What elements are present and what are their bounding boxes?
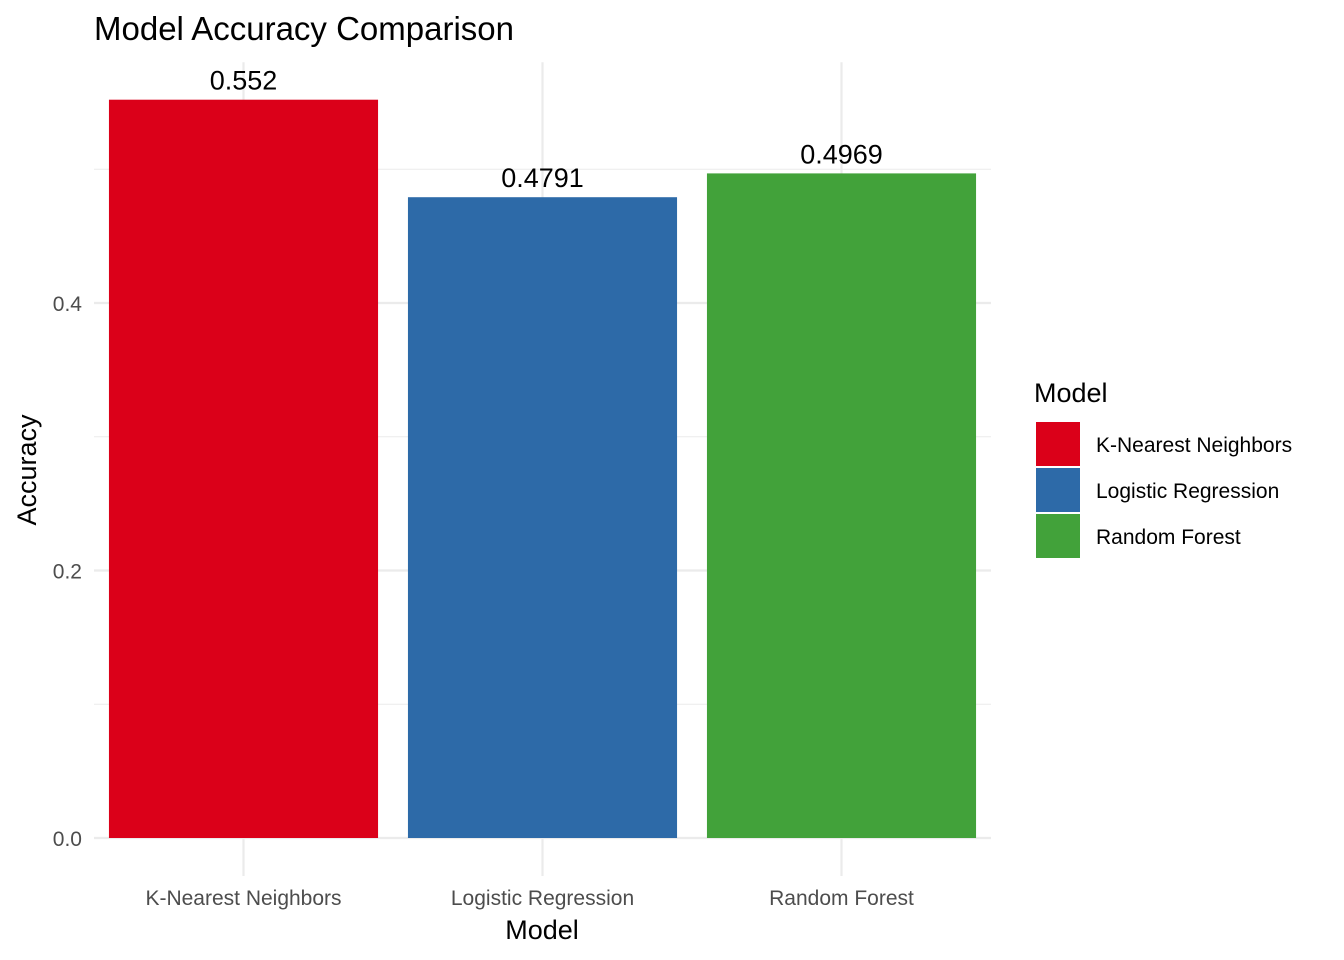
legend: Model K-Nearest Neighbors Logistic Regres… bbox=[1034, 378, 1292, 558]
legend-swatch bbox=[1036, 468, 1080, 512]
legend-label: K-Nearest Neighbors bbox=[1096, 434, 1292, 457]
x-tick-label: Logistic Regression bbox=[451, 887, 634, 910]
legend-swatch bbox=[1036, 422, 1080, 466]
bar-value-label: 0.552 bbox=[210, 66, 278, 96]
chart-title: Model Accuracy Comparison bbox=[94, 10, 514, 47]
bar-value-label: 0.4791 bbox=[501, 163, 584, 193]
x-axis-title: Model bbox=[505, 915, 579, 945]
x-tick-label: K-Nearest Neighbors bbox=[145, 887, 341, 910]
bar bbox=[407, 197, 678, 839]
legend-label: Random Forest bbox=[1096, 526, 1241, 549]
legend-swatch bbox=[1036, 514, 1080, 558]
y-tick-label: 0.4 bbox=[53, 293, 83, 316]
bars bbox=[108, 99, 977, 839]
y-axis-ticks: 0.0 0.2 0.4 bbox=[53, 293, 83, 851]
y-tick-label: 0.2 bbox=[53, 561, 82, 584]
legend-label: Logistic Regression bbox=[1096, 480, 1279, 503]
x-tick-label: Random Forest bbox=[769, 887, 914, 910]
bar-data-labels: 0.552 0.4791 0.4969 bbox=[210, 66, 883, 194]
legend-title: Model bbox=[1034, 378, 1108, 408]
x-axis-ticks: K-Nearest Neighbors Logistic Regression Ra… bbox=[145, 887, 914, 910]
legend-items: K-Nearest Neighbors Logistic Regression Ra… bbox=[1036, 422, 1292, 558]
y-axis-title: Accuracy bbox=[12, 414, 42, 526]
bar bbox=[706, 173, 977, 839]
bar bbox=[108, 99, 379, 838]
bar-value-label: 0.4969 bbox=[800, 139, 883, 169]
y-tick-label: 0.0 bbox=[53, 828, 82, 851]
